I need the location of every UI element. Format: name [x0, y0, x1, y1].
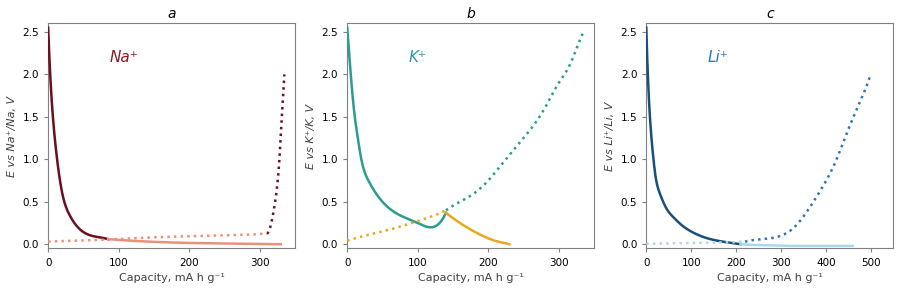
X-axis label: Capacity, mA h g⁻¹: Capacity, mA h g⁻¹ — [119, 273, 224, 283]
Y-axis label: E vs Na⁺/Na, V: E vs Na⁺/Na, V — [7, 95, 17, 177]
Title: a: a — [167, 7, 176, 21]
X-axis label: Capacity, mA h g⁻¹: Capacity, mA h g⁻¹ — [418, 273, 524, 283]
Text: K⁺: K⁺ — [409, 50, 427, 66]
Text: Na⁺: Na⁺ — [110, 50, 139, 66]
Y-axis label: E vs K⁺/K, V: E vs K⁺/K, V — [306, 104, 316, 168]
Title: b: b — [466, 7, 475, 21]
Text: Li⁺: Li⁺ — [708, 50, 729, 66]
X-axis label: Capacity, mA h g⁻¹: Capacity, mA h g⁻¹ — [716, 273, 823, 283]
Title: c: c — [766, 7, 773, 21]
Y-axis label: E vs Li⁺/Li, V: E vs Li⁺/Li, V — [605, 101, 615, 171]
